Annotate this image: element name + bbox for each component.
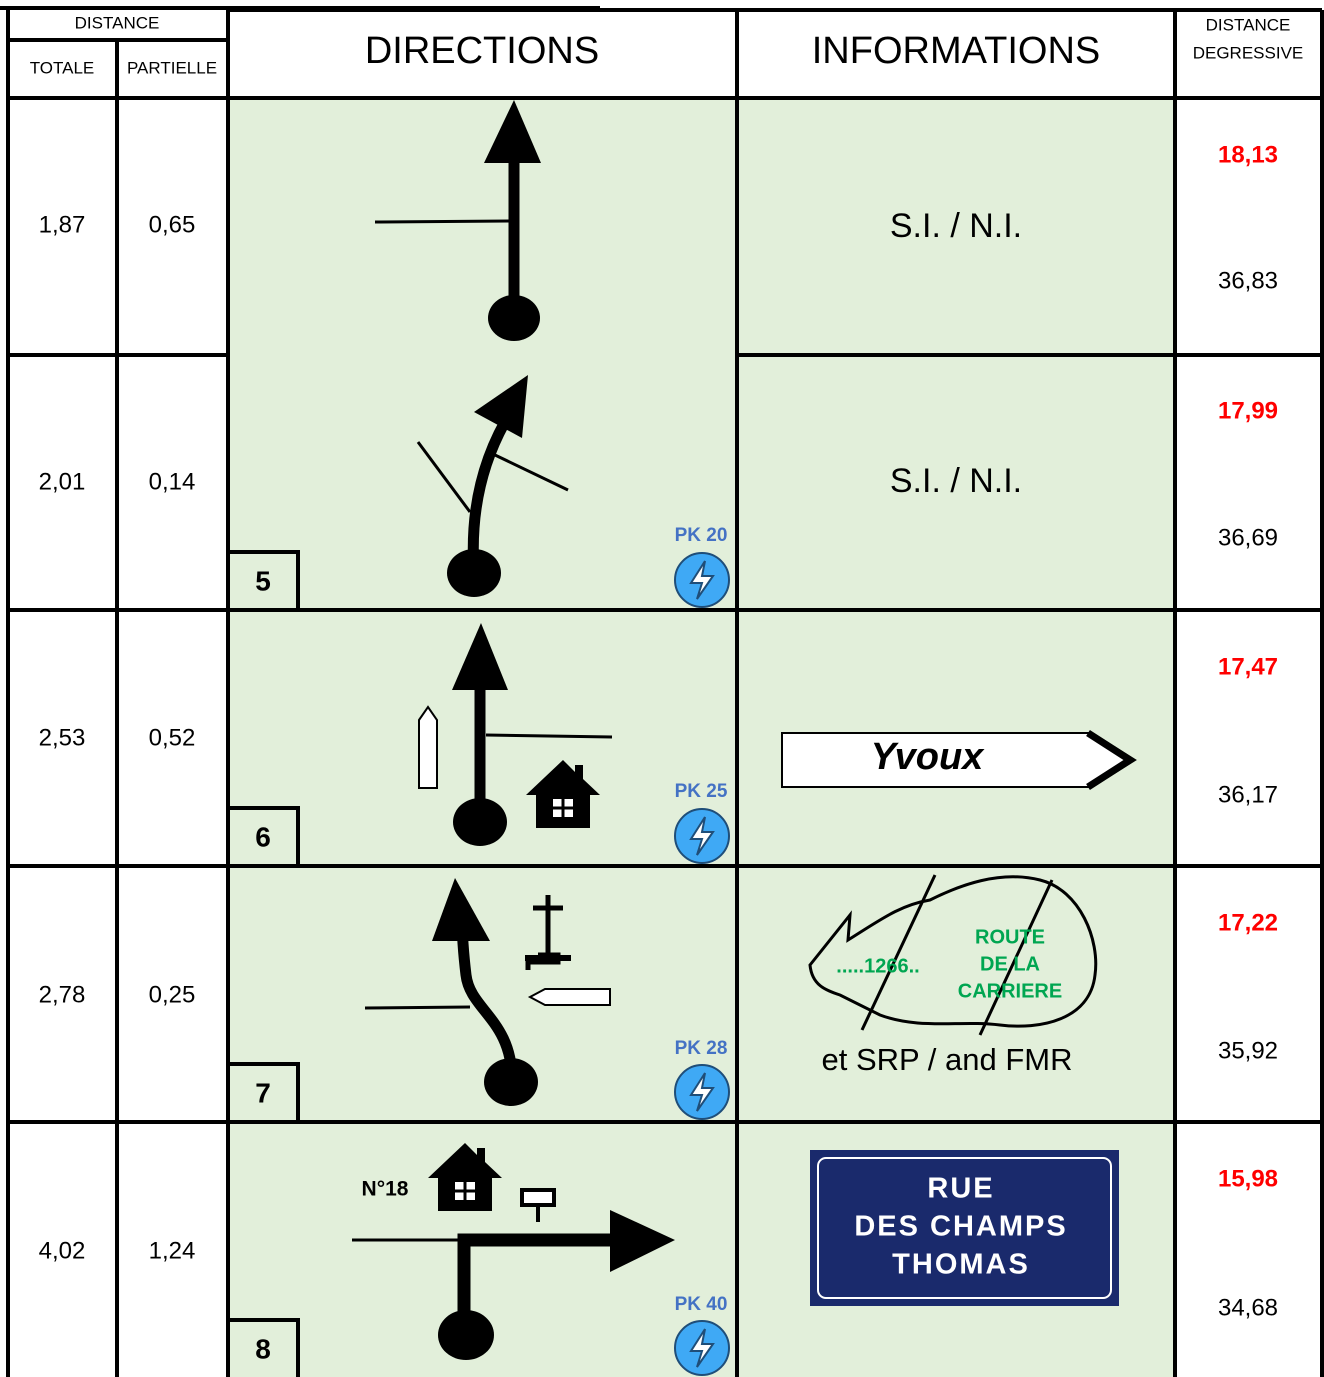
remaining: 36,69 bbox=[1218, 524, 1278, 551]
header-partielle: PARTIELLE bbox=[127, 58, 217, 77]
sign-text: DE LA bbox=[980, 953, 1040, 975]
sign-text: .....1266.. bbox=[836, 955, 919, 977]
total: 2,78 bbox=[39, 981, 86, 1008]
step-number: 8 bbox=[255, 1333, 271, 1364]
remaining: 35,92 bbox=[1218, 1037, 1278, 1064]
header-directions: DIRECTIONS bbox=[365, 30, 599, 72]
remaining: 36,17 bbox=[1218, 781, 1278, 808]
sign-text: ROUTE bbox=[975, 926, 1045, 948]
step-number: 6 bbox=[255, 821, 271, 852]
partial: 0,25 bbox=[149, 981, 196, 1008]
plate-text: DES CHAMPS bbox=[854, 1211, 1067, 1243]
total: 2,01 bbox=[39, 468, 86, 495]
partial: 0,52 bbox=[149, 724, 196, 751]
pk-label: PK 25 bbox=[675, 781, 728, 802]
yvoux-sign bbox=[781, 730, 1137, 790]
header-degressive: DISTANCE bbox=[1206, 15, 1291, 34]
pk-label: PK 20 bbox=[675, 525, 728, 546]
partial: 0,14 bbox=[149, 468, 196, 495]
header-informations: INFORMATIONS bbox=[812, 30, 1101, 72]
plate-text: THOMAS bbox=[892, 1249, 1030, 1281]
header-totale: TOTALE bbox=[30, 58, 95, 77]
remaining-red: 18,13 bbox=[1218, 141, 1278, 168]
direction-drawings bbox=[352, 100, 675, 1360]
remaining: 34,68 bbox=[1218, 1294, 1278, 1321]
total: 2,53 bbox=[39, 724, 86, 751]
plate-text: RUE bbox=[927, 1173, 994, 1205]
header-distance: DISTANCE bbox=[75, 13, 160, 32]
house-number: N°18 bbox=[362, 1178, 409, 1201]
street-plate bbox=[810, 1150, 1119, 1306]
remaining-red: 17,47 bbox=[1218, 653, 1278, 680]
pk-label: PK 40 bbox=[675, 1294, 728, 1315]
info: S.I. / N.I. bbox=[890, 462, 1022, 500]
remaining-red: 17,22 bbox=[1218, 909, 1278, 936]
partial: 1,24 bbox=[149, 1237, 196, 1264]
info: S.I. / N.I. bbox=[890, 207, 1022, 245]
step-boxes bbox=[228, 550, 300, 1377]
total: 4,02 bbox=[39, 1237, 86, 1264]
remaining: 36,83 bbox=[1218, 267, 1278, 294]
crossed-sign bbox=[808, 874, 1098, 1036]
info: et SRP / and FMR bbox=[822, 1042, 1073, 1077]
partial: 0,65 bbox=[149, 211, 196, 238]
step-number: 7 bbox=[255, 1077, 271, 1108]
header-degressive: DEGRESSIVE bbox=[1193, 43, 1304, 62]
remaining-red: 17,99 bbox=[1218, 397, 1278, 424]
grid bbox=[0, 6, 1324, 1377]
rows: 1,87 0,65 18,13 36,83 S.I. / N.I. 2,01 0… bbox=[39, 141, 1278, 1321]
sign-text: CARRIERE bbox=[958, 980, 1062, 1002]
remaining-red: 15,98 bbox=[1218, 1165, 1278, 1192]
pk-label: PK 28 bbox=[675, 1038, 728, 1059]
step-number: 5 bbox=[255, 565, 271, 596]
sign-text: Yvoux bbox=[871, 736, 985, 778]
total: 1,87 bbox=[39, 211, 86, 238]
